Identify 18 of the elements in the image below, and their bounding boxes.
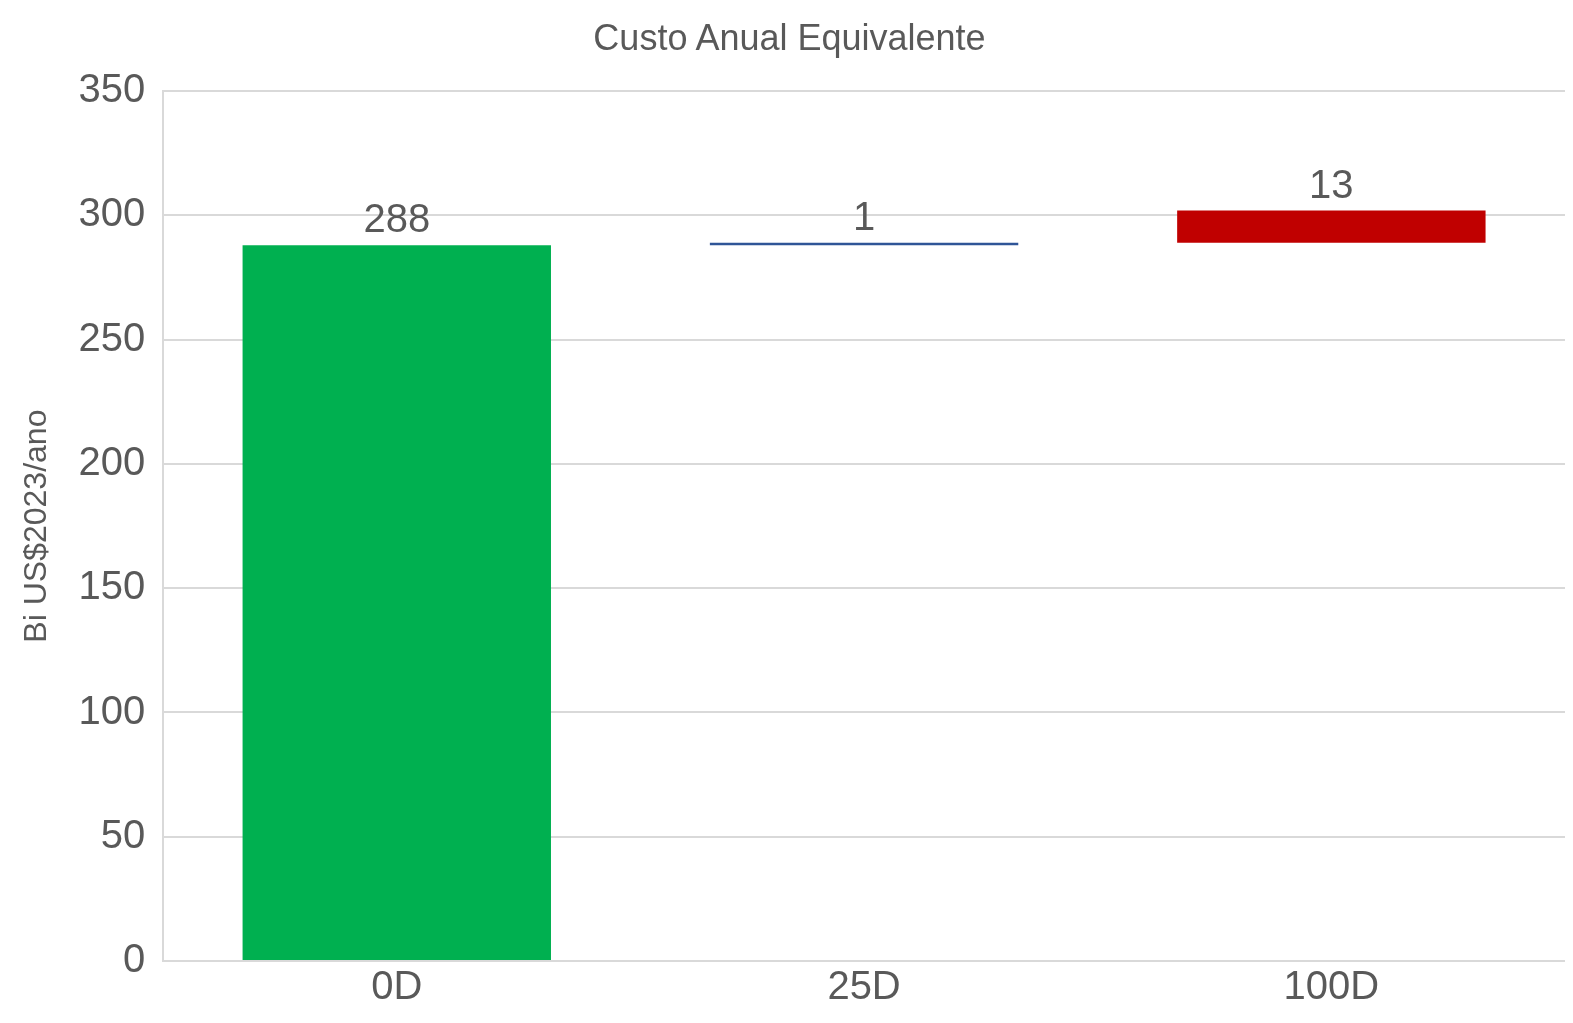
- x-tick-label: 25D: [827, 963, 901, 1008]
- data-label: 288: [363, 196, 431, 241]
- y-tick-label: 100: [78, 687, 146, 732]
- y-axis-title: Bi US$2023/ano: [17, 409, 54, 643]
- x-tick-label: 100D: [1283, 963, 1380, 1008]
- data-label: 13: [1309, 161, 1354, 206]
- data-label: 1: [852, 193, 876, 238]
- y-tick-label: 0: [122, 936, 146, 981]
- x-tick-label: 0D: [371, 963, 423, 1008]
- y-tick-label: 300: [78, 190, 146, 235]
- chart-title: Custo Anual Equivalente: [593, 16, 986, 58]
- y-tick-label: 150: [78, 563, 146, 608]
- bar: [242, 245, 551, 960]
- bar: [1177, 210, 1486, 243]
- y-tick-label: 50: [100, 811, 146, 856]
- y-tick-label: 250: [78, 314, 146, 359]
- y-tick-label: 200: [78, 439, 146, 483]
- y-tick-label: 350: [78, 66, 146, 111]
